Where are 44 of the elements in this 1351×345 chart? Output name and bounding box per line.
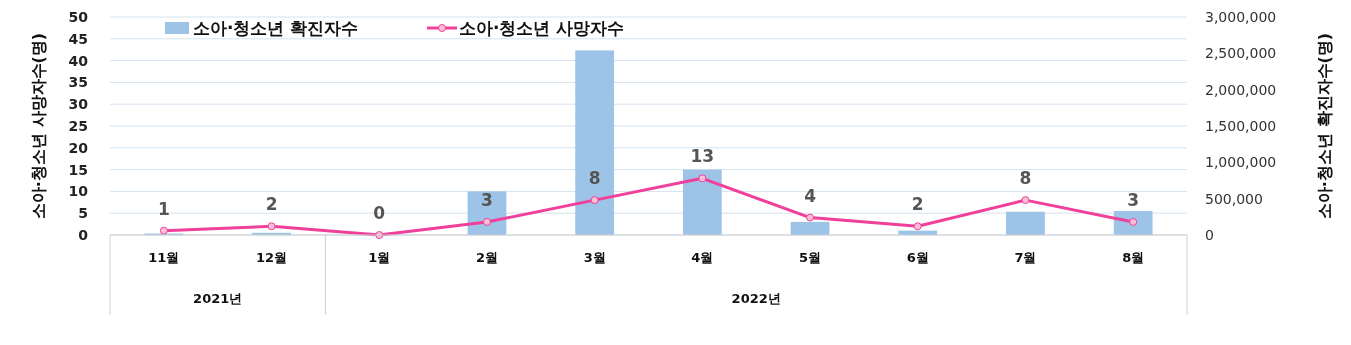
y2-tick-label: 1,500,000 bbox=[1205, 118, 1277, 134]
x-tick-label: 5월 bbox=[799, 250, 822, 265]
text: 2022년 bbox=[731, 291, 781, 306]
y2-tick-label: 0 bbox=[1205, 227, 1214, 243]
y-tick-label: 0 bbox=[78, 227, 89, 243]
x-tick-label: 3월 bbox=[583, 250, 606, 265]
data-label: 8 bbox=[588, 168, 601, 189]
x-tick-label: 4월 bbox=[691, 250, 714, 265]
data-label: 2 bbox=[265, 194, 278, 215]
data-label: 4 bbox=[804, 185, 817, 206]
legend-label: 소아·청소년 확진자수 bbox=[193, 18, 359, 38]
x-tick-label: 8월 bbox=[1122, 250, 1145, 265]
x-tick-label: 7월 bbox=[1014, 250, 1037, 265]
data-label: 13 bbox=[690, 146, 715, 167]
y2-tick-label: 1,000,000 bbox=[1205, 154, 1277, 171]
y2-axis-title: 소아·청소년 확진자수(명) bbox=[1315, 32, 1334, 220]
x-tick-label: 11월 bbox=[148, 250, 180, 265]
x-tick-label: 2월 bbox=[475, 250, 498, 265]
data-label: 3 bbox=[1127, 189, 1140, 210]
data-label: 2 bbox=[911, 194, 924, 215]
y-tick-label: 5 bbox=[78, 205, 88, 222]
x-tick-label: 6월 bbox=[906, 250, 929, 265]
data-label: 3 bbox=[481, 189, 493, 210]
y-tick-label: 35 bbox=[68, 74, 88, 91]
y-tick-label: 30 bbox=[68, 96, 89, 113]
y-tick-label: 25 bbox=[68, 118, 88, 134]
x-tick-label: 1월 bbox=[368, 250, 391, 265]
data-label: 0 bbox=[373, 203, 386, 223]
y2-tick-label: 3,000,000 bbox=[1205, 9, 1277, 25]
text: 2021년 bbox=[193, 291, 243, 306]
y2-tick-label: 2,000,000 bbox=[1205, 81, 1277, 98]
x-tick-label: 12월 bbox=[256, 250, 288, 265]
y2-tick-label: 2,500,000 bbox=[1205, 45, 1277, 62]
y-tick-label: 50 bbox=[68, 9, 89, 25]
y2-tick-label: 500,000 bbox=[1205, 190, 1263, 207]
y-tick-label: 20 bbox=[68, 139, 89, 156]
y-axis-title: 소아·청소년 사망자수(명) bbox=[29, 32, 48, 220]
y-tick-label: 45 bbox=[68, 30, 88, 47]
y-tick-label: 40 bbox=[68, 52, 89, 69]
data-label: 1 bbox=[157, 198, 170, 219]
y-tick-label: 10 bbox=[68, 183, 89, 200]
y-tick-label: 15 bbox=[68, 161, 88, 178]
data-label: 8 bbox=[1019, 168, 1032, 189]
legend-label: 소아·청소년 사망자수 bbox=[459, 18, 625, 38]
